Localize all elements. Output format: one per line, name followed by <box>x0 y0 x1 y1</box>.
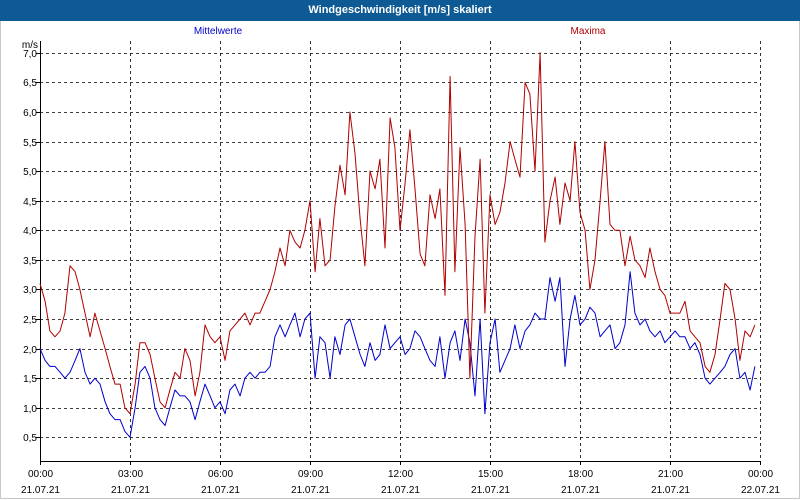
y-tick-label: 2,0 <box>23 345 37 356</box>
y-tick-label: 4,0 <box>23 226 37 237</box>
x-tick-label-date: 21.07.21 <box>291 485 330 496</box>
x-tick-label-date: 21.07.21 <box>651 485 690 496</box>
series-line-maxima <box>39 52 756 415</box>
tick-labels: 0,5 1,0 1,5 2,0 2,5 3,0 3,5 4,0 4,5 5,0 5,5 6,0 6,5 7… <box>21 49 780 496</box>
legend-maxima: Maxima <box>570 26 605 37</box>
x-tick-label-date: 21.07.21 <box>561 485 600 496</box>
y-tick-label: 4,5 <box>23 197 37 208</box>
y-tick-label: 0,5 <box>23 433 37 444</box>
x-tick-label-time: 00:00 <box>28 469 53 480</box>
y-tick-label: 7,0 <box>23 49 37 60</box>
x-tick-label-time: 21:00 <box>658 469 683 480</box>
grid <box>40 41 761 461</box>
axes <box>36 41 761 465</box>
series-lines <box>39 52 756 438</box>
y-tick-label: 6,0 <box>23 108 37 119</box>
x-tick-label-date: 21.07.21 <box>381 485 420 496</box>
y-tick-label: 5,5 <box>23 138 37 149</box>
x-tick-label-time: 09:00 <box>298 469 323 480</box>
x-tick-label-date: 21.07.21 <box>471 485 510 496</box>
y-tick-label: 6,5 <box>23 78 37 89</box>
x-tick-label-date: 21.07.21 <box>21 485 60 496</box>
y-tick-label: 3,0 <box>23 285 37 296</box>
x-tick-label-time: 00:00 <box>748 469 773 480</box>
series-line-mittelwerte <box>39 271 756 438</box>
legend-mittelwerte: Mittelwerte <box>194 26 243 37</box>
x-tick-label-date: 21.07.21 <box>111 485 150 496</box>
y-tick-label: 5,0 <box>23 167 37 178</box>
x-tick-label-time: 15:00 <box>478 469 503 480</box>
x-tick-label-date: 22.07.21 <box>741 485 780 496</box>
y-axis-label: m/s <box>22 40 38 51</box>
x-tick-label-time: 06:00 <box>208 469 233 480</box>
y-tick-label: 1,5 <box>23 374 37 385</box>
y-tick-label: 1,0 <box>23 404 37 415</box>
x-tick-label-time: 03:00 <box>118 469 143 480</box>
chart-title: Windgeschwindigkeit [m/s] skaliert <box>0 0 800 21</box>
x-tick-label-date: 21.07.21 <box>201 485 240 496</box>
y-tick-label: 2,5 <box>23 315 37 326</box>
x-tick-label-time: 18:00 <box>568 469 593 480</box>
y-tick-label: 3,5 <box>23 256 37 267</box>
x-tick-label-time: 12:00 <box>388 469 413 480</box>
